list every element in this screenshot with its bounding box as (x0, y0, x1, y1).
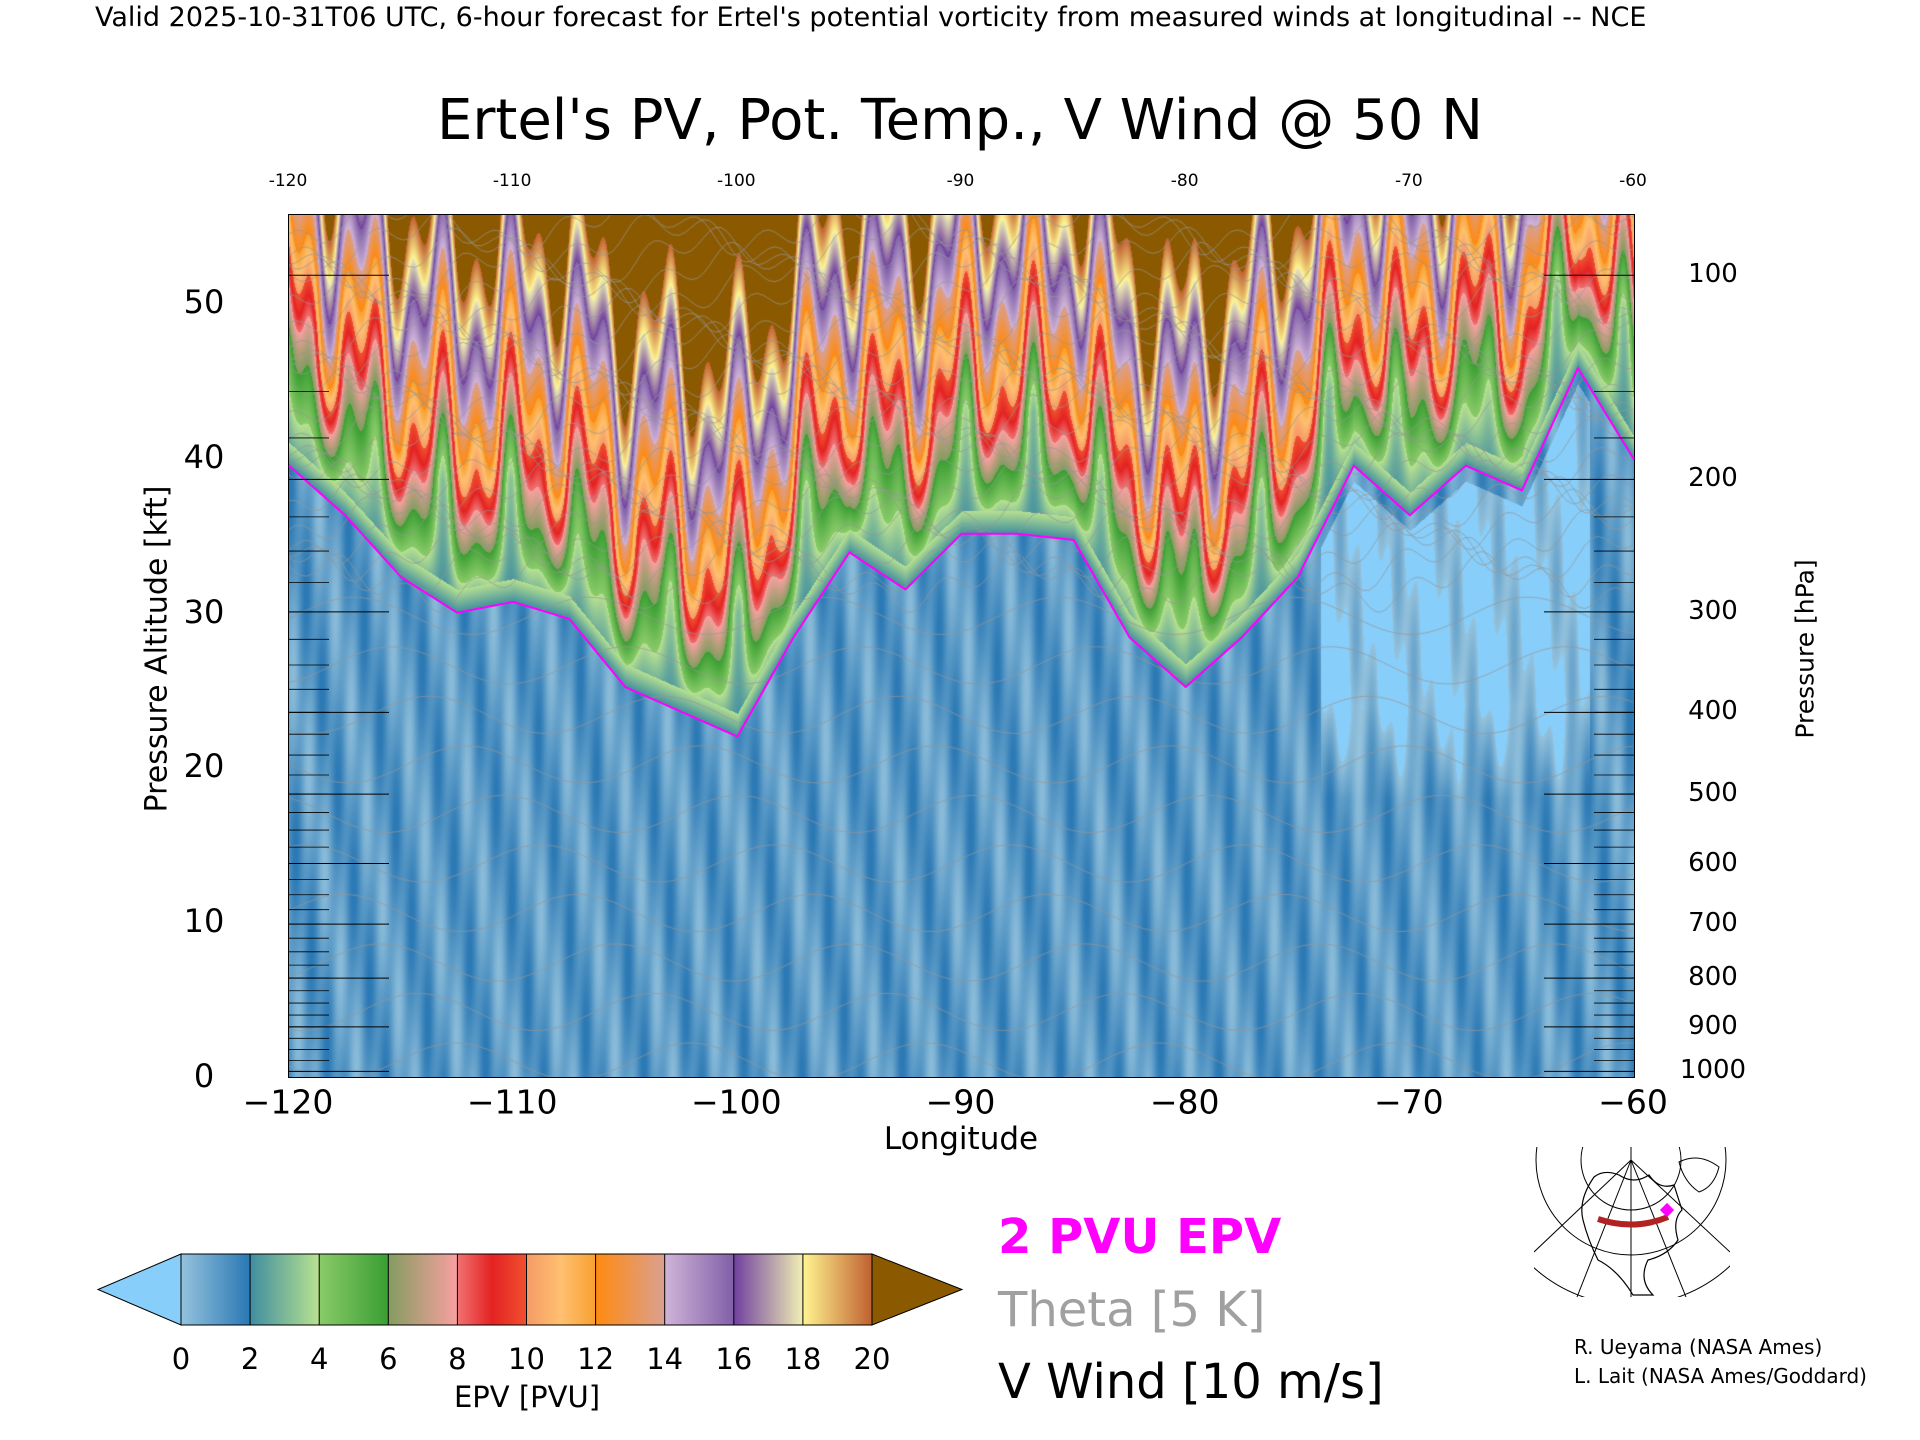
epv-heatmap (289, 215, 1634, 1077)
endpoint-marker (1659, 1202, 1675, 1218)
y-tick-label: 10 (183, 902, 225, 941)
colorbar-tick-label: 18 (784, 1342, 822, 1376)
y2-tick-label: 900 (1688, 1010, 1738, 1041)
colorbar-tick-label: 4 (309, 1342, 329, 1376)
colorbar-tick-label: 10 (508, 1342, 545, 1376)
legend-theta: Theta [5 K] (998, 1282, 1266, 1338)
y2-tick-label: 700 (1688, 908, 1738, 939)
x-tick-label: −70 (1374, 1082, 1444, 1122)
colorbar-tick-label: 0 (171, 1342, 191, 1376)
legend-v-wind: V Wind [10 m/s] (998, 1354, 1384, 1410)
chart-title: Ertel's PV, Pot. Temp., V Wind @ 50 N (436, 88, 1484, 153)
x-tick-label: −100 (691, 1082, 782, 1122)
y-axis-label: Pressure Altitude [kft] (139, 485, 175, 813)
cross-section-path (1597, 1214, 1670, 1228)
top-tick-label: -120 (268, 171, 308, 191)
tropopause-2pvu-line (288, 366, 1635, 738)
top-tick-label: -110 (492, 171, 532, 191)
x-tick-label: −90 (925, 1082, 996, 1122)
x-tick-label: −80 (1149, 1082, 1220, 1122)
locator-map (1534, 1147, 1730, 1297)
colorbar-label: EPV [PVU] (453, 1380, 601, 1414)
colorbar-tick-label: 8 (448, 1342, 467, 1376)
y2-tick-label: 800 (1688, 962, 1738, 993)
top-tick-label: -100 (717, 171, 756, 191)
valid-time-header: Valid 2025-10-31T06 UTC, 6-hour forecast… (95, 2, 1647, 33)
y-tick-label: 40 (183, 437, 225, 476)
plot-overlay (288, 274, 1635, 1072)
colorbar-tick-label: 2 (240, 1342, 260, 1376)
y2-tick-label: 200 (1688, 463, 1738, 494)
credits: R. Ueyama (NASA Ames) L. Lait (NASA Ames… (1574, 1333, 1867, 1391)
y2-tick-label: 600 (1688, 847, 1738, 878)
x-tick-label: −60 (1598, 1082, 1668, 1122)
x-tick-label: −120 (242, 1082, 334, 1122)
y-tick-label: 20 (183, 747, 225, 786)
colorbar-under-triangle (96, 1253, 182, 1326)
y2-tick-label: 400 (1688, 696, 1738, 727)
y2-tick-label: 500 (1688, 778, 1738, 809)
top-tick-label: -90 (946, 171, 975, 191)
plot-area (288, 214, 1635, 1078)
colorbar-tick-label: 6 (379, 1342, 398, 1376)
x-axis-label: Longitude (883, 1121, 1039, 1157)
y2-axis-label: Pressure [hPa] (1790, 559, 1820, 739)
colorbar (96, 1253, 964, 1326)
y2-tick-label: 1000 (1679, 1055, 1747, 1086)
colorbar-tick-label: 14 (646, 1342, 684, 1376)
y-tick-label: 50 (183, 283, 225, 322)
credit-line: R. Ueyama (NASA Ames) (1574, 1335, 1823, 1359)
colorbar-tick-label: 20 (853, 1342, 891, 1376)
top-tick-label: -80 (1170, 171, 1199, 191)
y-tick-label: 30 (183, 592, 225, 631)
x-tick-label: −110 (466, 1082, 558, 1122)
y-tick-label: 0 (193, 1057, 215, 1095)
colorbar-tick-label: 16 (715, 1342, 753, 1376)
colorbar-tick-label: 12 (577, 1342, 615, 1376)
colorbar-over-triangle (871, 1253, 964, 1326)
credit-line: L. Lait (NASA Ames/Goddard) (1574, 1364, 1867, 1388)
legend-2pvu: 2 PVU EPV (998, 1209, 1282, 1265)
y2-tick-label: 100 (1688, 259, 1738, 290)
top-tick-label: -60 (1619, 171, 1647, 191)
top-tick-label: -70 (1394, 171, 1423, 191)
y2-tick-label: 300 (1688, 595, 1738, 626)
